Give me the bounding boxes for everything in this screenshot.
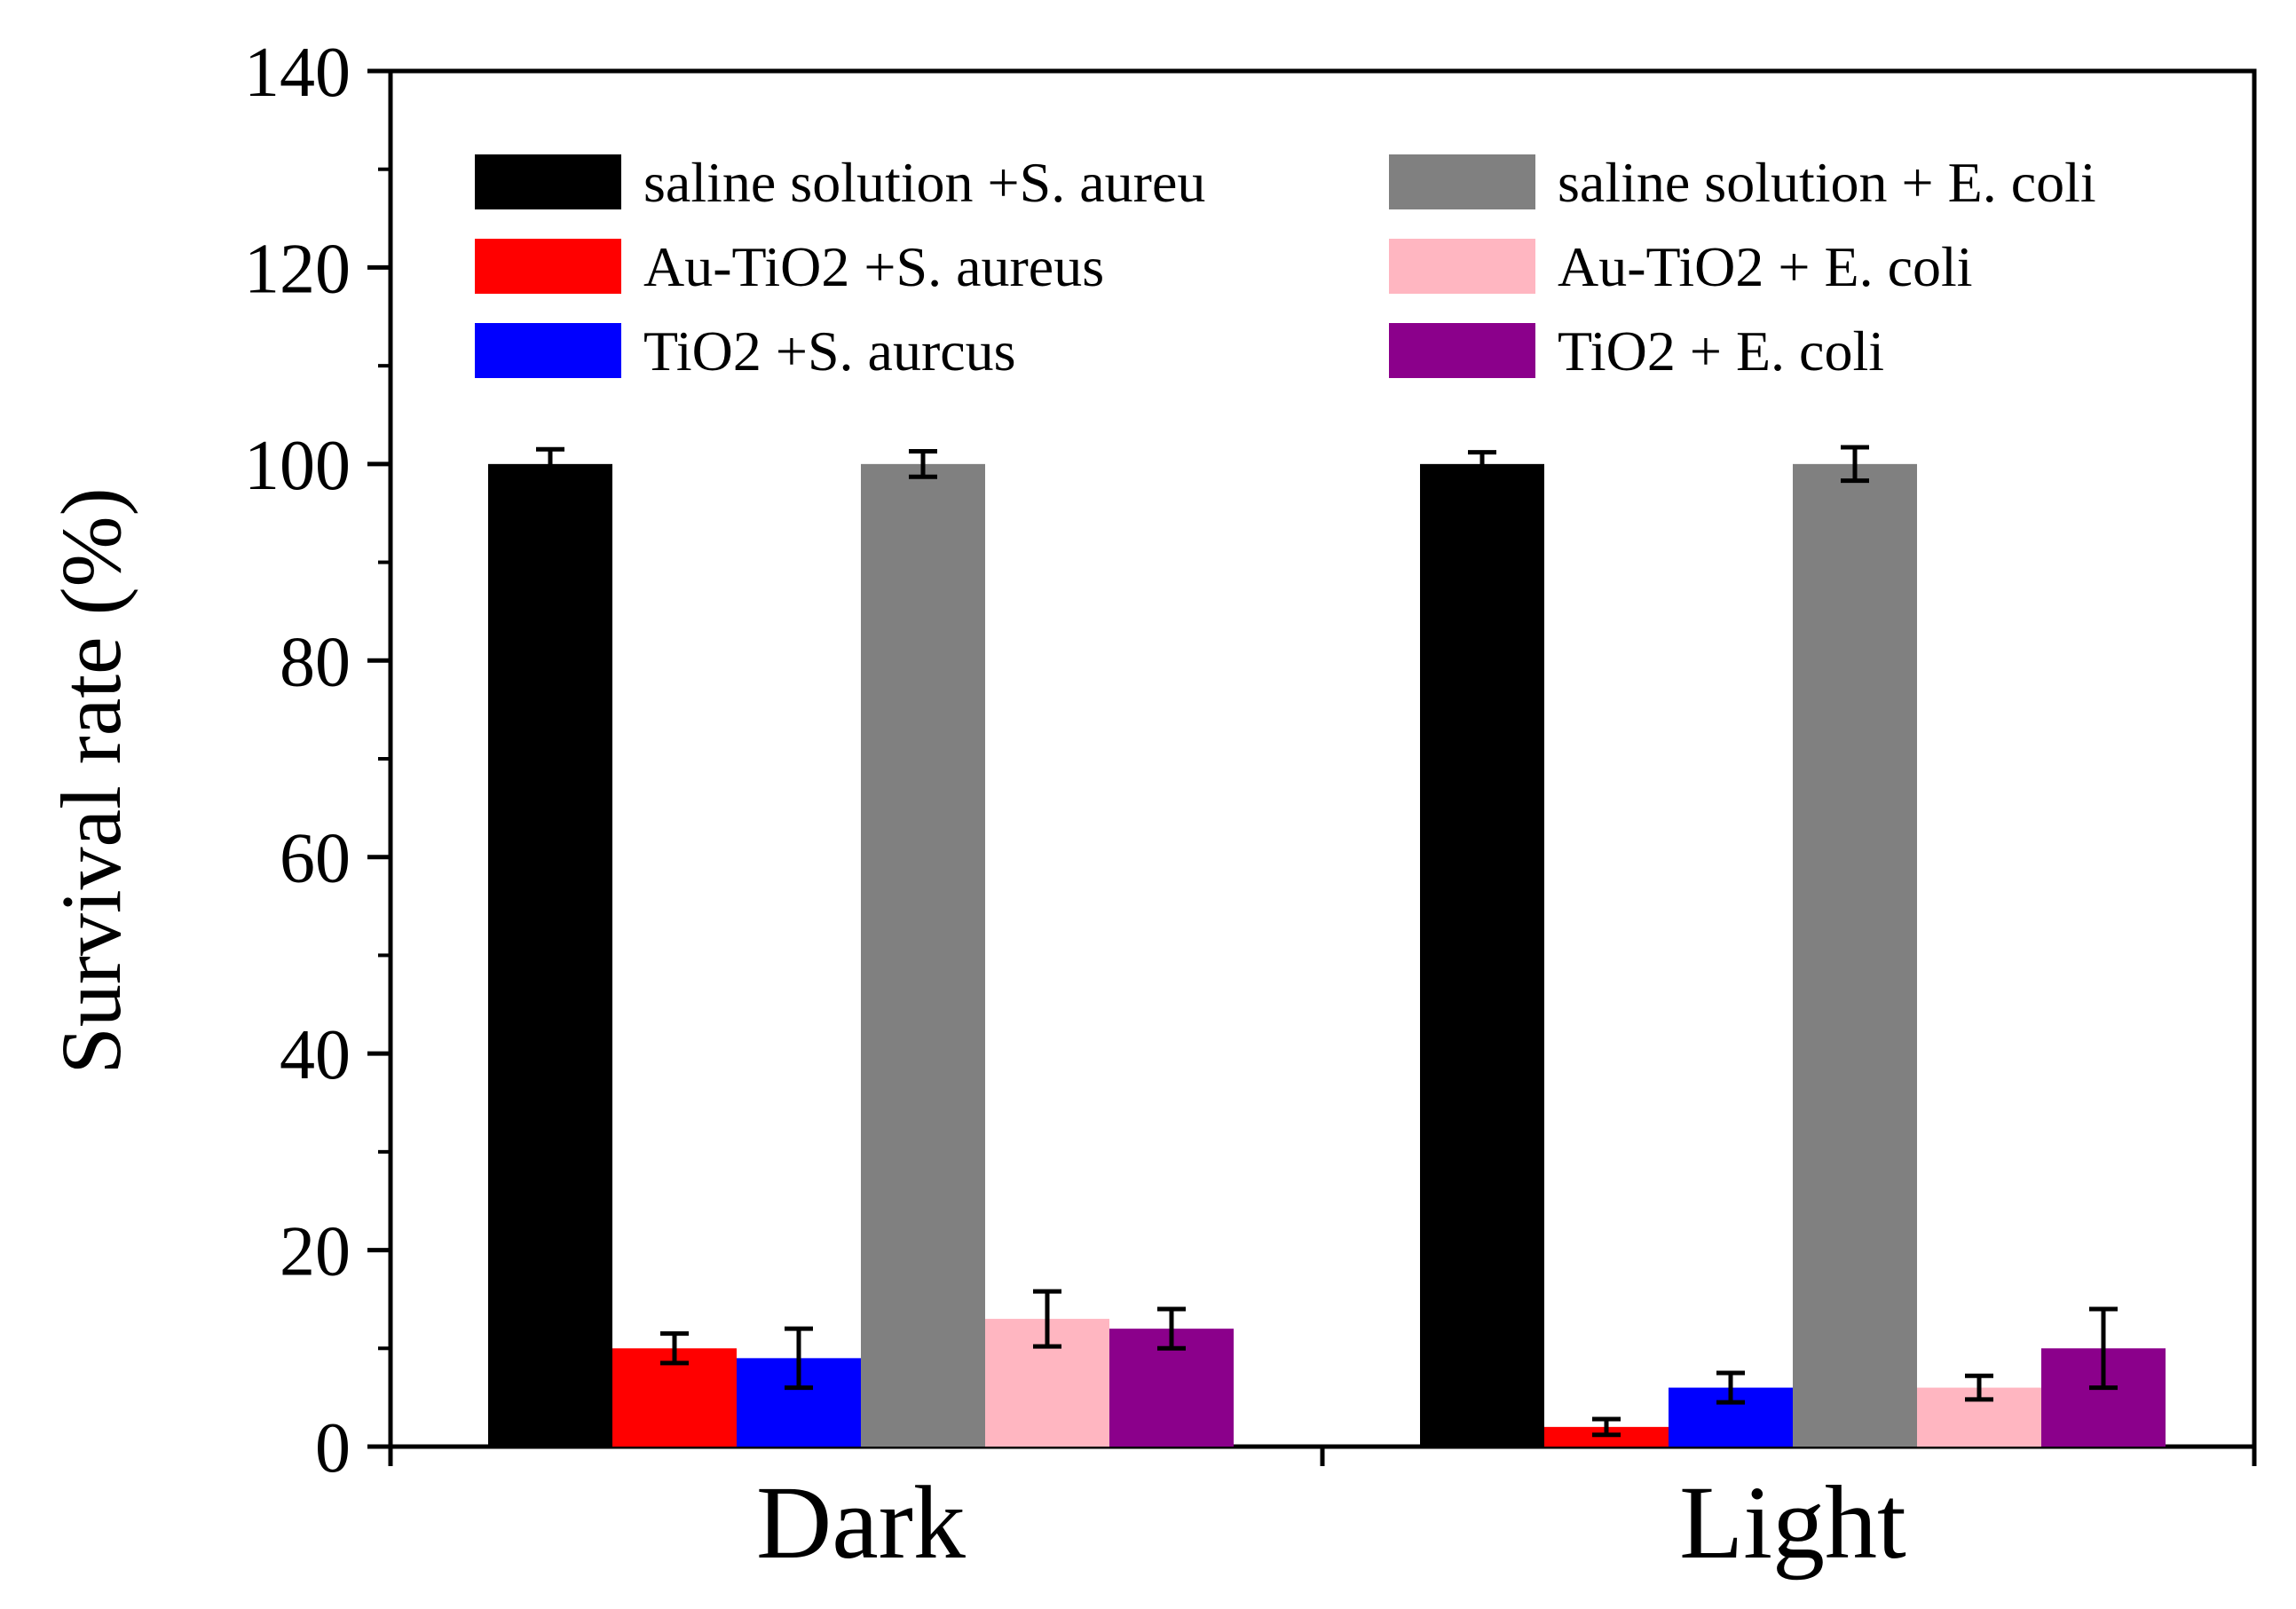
legend-label: saline solution + E. coli (1558, 151, 2096, 214)
y-tick-label: 40 (280, 1016, 351, 1094)
legend-label: TiO2 + E. coli (1558, 319, 1884, 383)
bar (1420, 463, 1544, 1447)
legend-swatch (475, 323, 621, 378)
bar (1793, 463, 1917, 1447)
y-tick-label: 140 (244, 34, 351, 112)
y-tick-label: 80 (280, 623, 351, 701)
legend-label: Au-TiO2 + E. coli (1558, 235, 1973, 298)
legend-swatch (1389, 154, 1535, 209)
legend-label: TiO2 +S. aurcus (643, 319, 1016, 383)
legend-swatch (1389, 239, 1535, 294)
y-tick-label: 60 (280, 820, 351, 898)
y-tick-label: 120 (244, 230, 351, 308)
legend-swatch (1389, 323, 1535, 378)
y-tick-label: 100 (244, 427, 351, 505)
bar (488, 463, 612, 1447)
legend-swatch (475, 239, 621, 294)
y-tick-label: 0 (315, 1409, 351, 1487)
bar (861, 463, 985, 1447)
y-axis-label: Survival rate (%) (43, 487, 138, 1074)
legend-swatch (475, 154, 621, 209)
x-category-label: Light (1679, 1464, 1906, 1581)
legend-label: Au-TiO2 +S. aureus (643, 235, 1104, 298)
legend-label: saline solution +S. aureu (643, 151, 1205, 214)
y-tick-label: 20 (280, 1213, 351, 1291)
x-category-label: Dark (756, 1464, 966, 1581)
